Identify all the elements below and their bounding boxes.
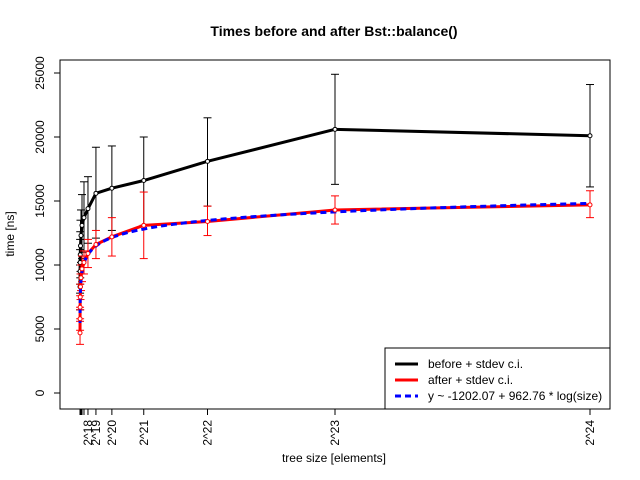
- before-point: [93, 190, 99, 196]
- legend-label-after: after + stdev c.i.: [428, 373, 513, 387]
- x-tick-label: 2^23: [328, 420, 342, 446]
- x-axis-label: tree size [elements]: [282, 451, 386, 465]
- y-tick-label: 10000: [33, 248, 47, 282]
- after-point: [79, 266, 85, 272]
- before-point: [109, 185, 115, 191]
- chart-title: Times before and after Bst::balance(): [210, 23, 457, 39]
- after-point: [141, 222, 147, 228]
- y-axis: 0 5000 10000 15000 20000 25000: [33, 56, 61, 396]
- after-point: [85, 250, 91, 256]
- y-tick-label: 25000: [33, 56, 47, 90]
- plot-area: [76, 73, 594, 345]
- x-axis: 2^182^19 2^20 2^21 2^22 2^23 2^24: [79, 408, 597, 446]
- x-tick-label: 2^18: [81, 420, 95, 446]
- after-point: [77, 330, 83, 336]
- y-tick-label: 15000: [33, 184, 47, 218]
- x-tick-label: 2^21: [137, 420, 151, 446]
- y-tick-label: 20000: [33, 120, 47, 154]
- legend: before + stdev c.i. after + stdev c.i. y…: [384, 347, 611, 410]
- after-point: [587, 202, 593, 208]
- after-point: [77, 304, 83, 310]
- after-point: [109, 234, 115, 240]
- y-tick-label: 0: [33, 389, 47, 396]
- after-point: [332, 207, 338, 213]
- before-point: [205, 158, 210, 164]
- legend-box: [384, 347, 611, 410]
- after-point: [77, 284, 83, 290]
- before-point: [81, 215, 87, 221]
- before-point: [85, 206, 91, 212]
- after-point: [93, 242, 99, 248]
- legend-label-fit: y ~ -1202.07 + 962.76 * log(size): [428, 389, 602, 403]
- x-tick-label: 2^20: [105, 420, 119, 446]
- before-point: [587, 133, 593, 139]
- after-point: [77, 294, 83, 300]
- x-tick-label: 2^19: [89, 420, 103, 446]
- before-point: [79, 222, 85, 228]
- before-point: [332, 126, 338, 132]
- before-point: [141, 178, 147, 184]
- x-tick-label: 2^24: [583, 420, 597, 446]
- before-point: [78, 233, 84, 239]
- x-tick-label: 2^22: [201, 420, 215, 446]
- after-point: [81, 259, 87, 265]
- y-tick-label: 5000: [33, 315, 47, 342]
- after-point: [205, 218, 210, 224]
- before-point: [77, 243, 83, 249]
- y-axis-label: time [ns]: [3, 211, 17, 256]
- after-point: [77, 316, 83, 322]
- legend-label-before: before + stdev c.i.: [428, 357, 523, 371]
- after-point: [78, 275, 84, 281]
